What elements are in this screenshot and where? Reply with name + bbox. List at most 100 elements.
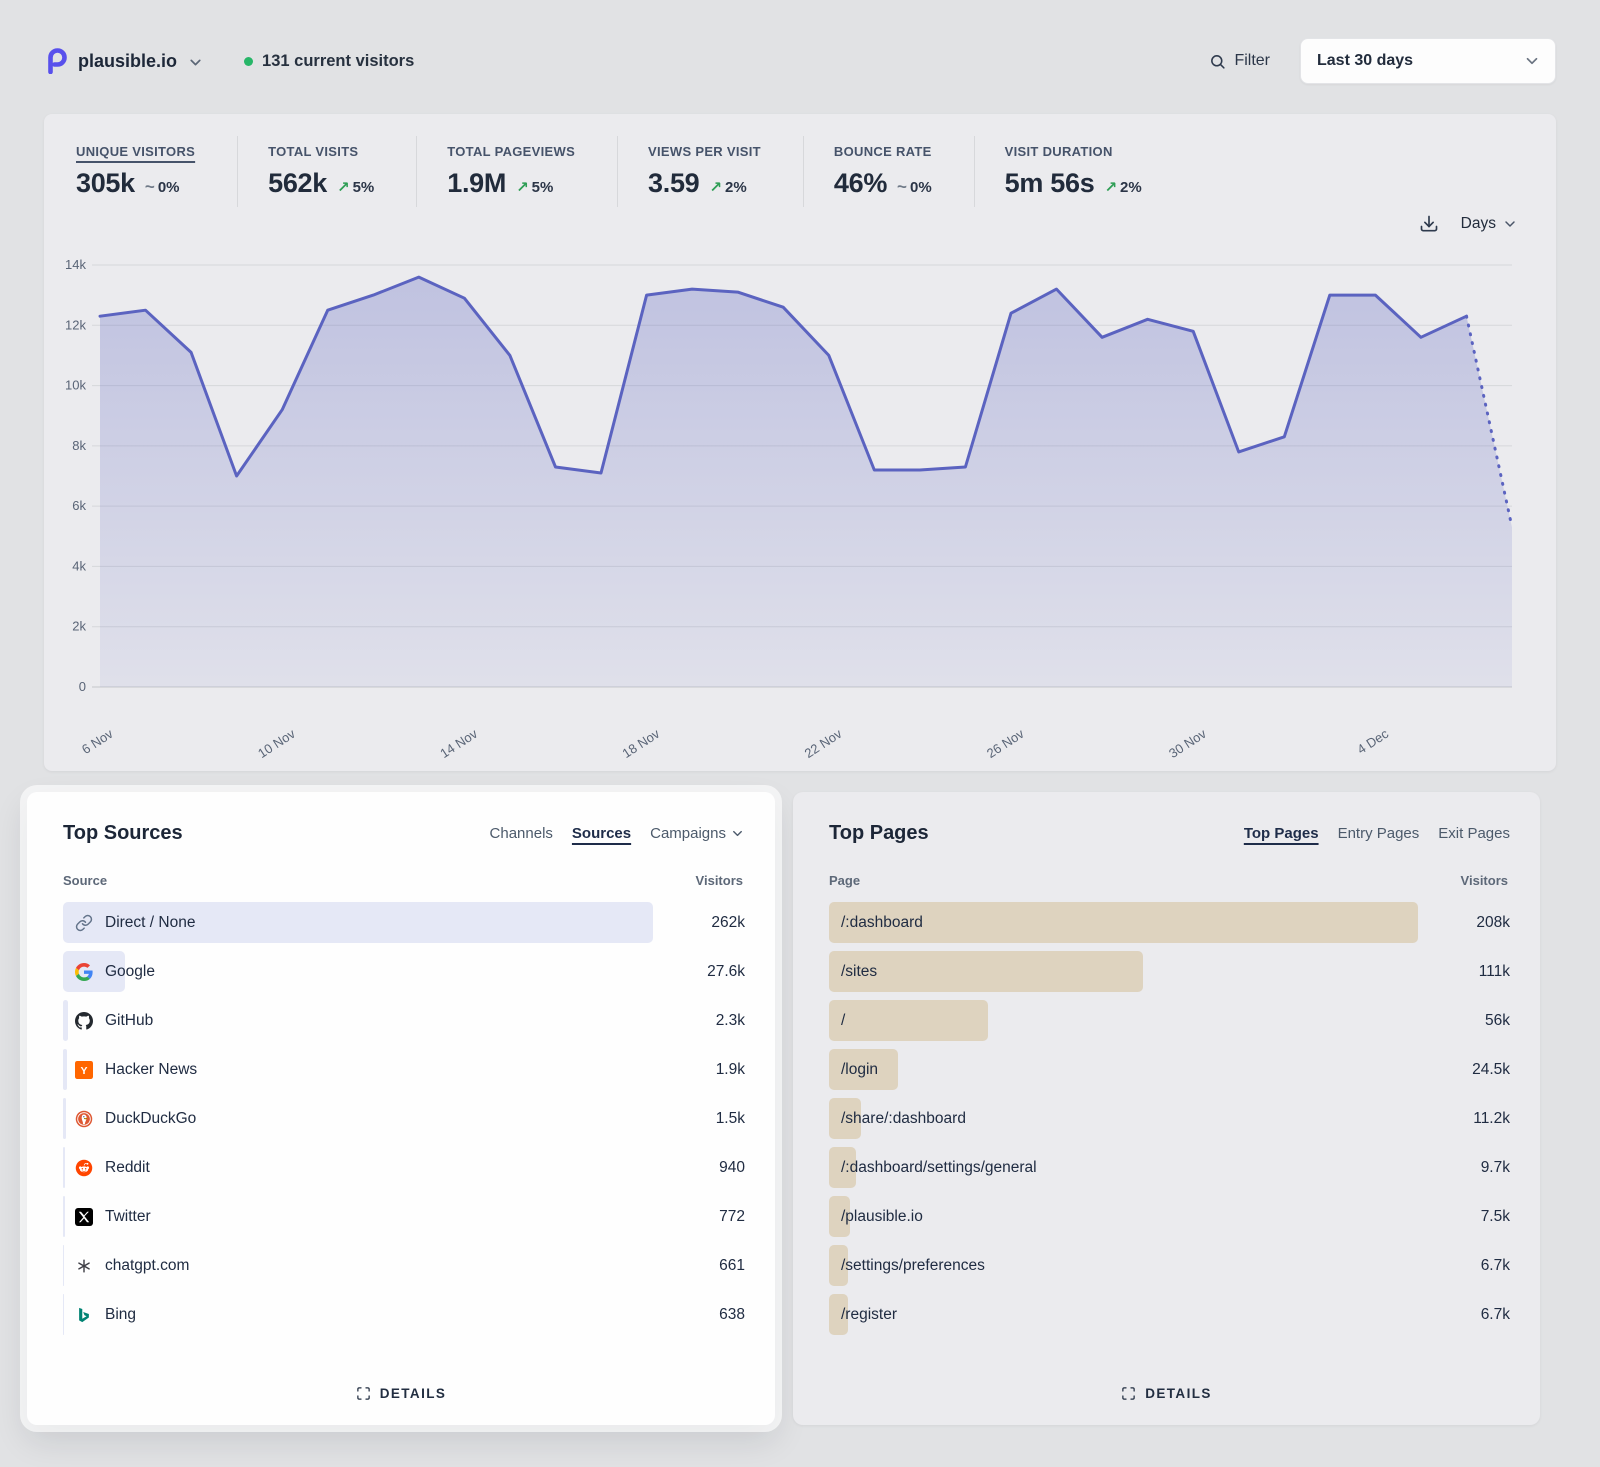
source-label: Reddit bbox=[105, 1159, 150, 1177]
sources-details-button[interactable]: DETAILS bbox=[342, 1378, 461, 1409]
stat-label: UNIQUE VISITORS bbox=[76, 144, 195, 159]
visitors-chart: 02k4k6k8k10k12k14k6 Nov10 Nov14 Nov18 No… bbox=[44, 250, 1556, 765]
svg-text:Y: Y bbox=[80, 1064, 87, 1076]
source-row[interactable]: Twitter772 bbox=[63, 1192, 745, 1241]
source-row[interactable]: Bing 638 bbox=[63, 1290, 745, 1339]
tab-channels[interactable]: Channels bbox=[490, 825, 553, 842]
pages-details-button[interactable]: DETAILS bbox=[1107, 1378, 1226, 1409]
page-row[interactable]: /login24.5k bbox=[829, 1045, 1510, 1094]
page-row[interactable]: /:dashboard/settings/general9.7k bbox=[829, 1143, 1510, 1192]
source-label: chatgpt.com bbox=[105, 1257, 189, 1275]
hackernews-icon: Y bbox=[75, 1061, 93, 1079]
stat-views-per-visit[interactable]: VIEWS PER VISIT3.59↗2% bbox=[617, 136, 803, 207]
stat-label: TOTAL VISITS bbox=[268, 144, 374, 159]
column-visitors: Visitors bbox=[1461, 873, 1508, 888]
source-row[interactable]: Direct / None262k bbox=[63, 898, 745, 947]
chatgpt-icon bbox=[75, 1257, 93, 1275]
row-visitors: 24.5k bbox=[1418, 1061, 1510, 1079]
row-visitors: 1.9k bbox=[653, 1061, 745, 1079]
sources-column-headers: Source Visitors bbox=[63, 873, 745, 888]
source-label: GitHub bbox=[105, 1012, 153, 1030]
source-row[interactable]: DuckDuckGo1.5k bbox=[63, 1094, 745, 1143]
filter-label: Filter bbox=[1234, 52, 1270, 70]
date-range-value: Last 30 days bbox=[1317, 52, 1413, 70]
pages-tabs: Top Pages Entry Pages Exit Pages bbox=[1244, 825, 1510, 842]
twitter-icon bbox=[75, 1208, 93, 1226]
stat-change: ↗2% bbox=[709, 178, 746, 196]
row-visitors: 56k bbox=[1418, 1012, 1510, 1030]
source-row[interactable]: chatgpt.com661 bbox=[63, 1241, 745, 1290]
stat-total-visits[interactable]: TOTAL VISITS562k↗5% bbox=[237, 136, 416, 207]
top-pages-title: Top Pages bbox=[829, 822, 929, 845]
page-row[interactable]: /56k bbox=[829, 996, 1510, 1045]
tab-campaigns[interactable]: Campaigns bbox=[650, 825, 745, 842]
source-row[interactable]: Reddit940 bbox=[63, 1143, 745, 1192]
stat-bounce-rate[interactable]: BOUNCE RATE46%~0% bbox=[803, 136, 974, 207]
bing-icon bbox=[75, 1306, 93, 1324]
row-visitors: 638 bbox=[653, 1306, 745, 1324]
page-label: /:dashboard bbox=[841, 914, 923, 932]
svg-text:10 Nov: 10 Nov bbox=[255, 726, 298, 761]
source-row[interactable]: YHacker News1.9k bbox=[63, 1045, 745, 1094]
svg-text:2k: 2k bbox=[72, 619, 86, 634]
page-row[interactable]: /plausible.io7.5k bbox=[829, 1192, 1510, 1241]
stat-unique-visitors[interactable]: UNIQUE VISITORS305k~0% bbox=[58, 136, 237, 207]
stat-label: VISIT DURATION bbox=[1005, 144, 1142, 159]
stat-change-value: 2% bbox=[1120, 179, 1142, 196]
page-row[interactable]: /register6.7k bbox=[829, 1290, 1510, 1339]
source-label: Google bbox=[105, 963, 155, 981]
reddit-icon bbox=[75, 1159, 93, 1177]
stat-label: BOUNCE RATE bbox=[834, 144, 932, 159]
stat-value: 5m 56s bbox=[1005, 168, 1095, 199]
row-visitors: 208k bbox=[1418, 914, 1510, 932]
source-label: Bing bbox=[105, 1306, 136, 1324]
arrow-up-right-icon: ↗ bbox=[516, 178, 529, 196]
stat-label: VIEWS PER VISIT bbox=[648, 144, 761, 159]
source-row[interactable]: Google27.6k bbox=[63, 947, 745, 996]
top-sources-card: Top Sources Channels Sources Campaigns S… bbox=[27, 792, 775, 1425]
stat-change-value: 0% bbox=[158, 179, 180, 196]
site-switcher[interactable]: plausible.io bbox=[44, 48, 204, 74]
svg-text:12k: 12k bbox=[65, 317, 86, 332]
current-visitors[interactable]: 131 current visitors bbox=[244, 52, 414, 71]
svg-text:10k: 10k bbox=[65, 378, 86, 393]
source-row[interactable]: GitHub2.3k bbox=[63, 996, 745, 1045]
pages-column-headers: Page Visitors bbox=[829, 873, 1510, 888]
page-row[interactable]: /share/:dashboard11.2k bbox=[829, 1094, 1510, 1143]
stat-change-value: 5% bbox=[532, 179, 554, 196]
stat-change: ↗5% bbox=[337, 178, 374, 196]
tab-sources[interactable]: Sources bbox=[572, 825, 631, 842]
tab-top-pages[interactable]: Top Pages bbox=[1244, 825, 1319, 842]
tilde-icon: ~ bbox=[897, 177, 907, 197]
stat-change-value: 0% bbox=[910, 179, 932, 196]
stat-change: ~0% bbox=[897, 177, 932, 197]
google-icon bbox=[75, 963, 93, 981]
search-icon bbox=[1209, 53, 1226, 70]
download-icon[interactable] bbox=[1419, 214, 1439, 234]
svg-text:22 Nov: 22 Nov bbox=[802, 726, 845, 761]
page-label: /register bbox=[841, 1306, 897, 1324]
stat-change: ↗5% bbox=[516, 178, 553, 196]
svg-text:8k: 8k bbox=[72, 438, 86, 453]
page-row[interactable]: /settings/preferences6.7k bbox=[829, 1241, 1510, 1290]
stat-total-pageviews[interactable]: TOTAL PAGEVIEWS1.9M↗5% bbox=[416, 136, 617, 207]
date-range-select[interactable]: Last 30 days bbox=[1300, 38, 1556, 84]
tab-entry-pages[interactable]: Entry Pages bbox=[1338, 825, 1420, 842]
page-row[interactable]: /:dashboard 208k bbox=[829, 898, 1510, 947]
stat-value: 305k bbox=[76, 168, 135, 199]
chart-controls: Days bbox=[1419, 214, 1518, 234]
plausible-logo-icon bbox=[44, 48, 68, 74]
page-label: /settings/preferences bbox=[841, 1257, 985, 1275]
page-row[interactable]: /sites111k bbox=[829, 947, 1510, 996]
details-label: DETAILS bbox=[380, 1386, 447, 1401]
expand-icon bbox=[1121, 1386, 1136, 1401]
filter-button[interactable]: Filter bbox=[1209, 52, 1270, 70]
tab-exit-pages[interactable]: Exit Pages bbox=[1438, 825, 1510, 842]
stat-visit-duration[interactable]: VISIT DURATION 5m 56s ↗2% bbox=[974, 136, 1184, 207]
interval-select[interactable]: Days bbox=[1461, 215, 1518, 233]
row-visitors: 111k bbox=[1418, 963, 1510, 981]
svg-text:4k: 4k bbox=[72, 558, 86, 573]
arrow-up-right-icon: ↗ bbox=[1104, 178, 1117, 196]
svg-text:14 Nov: 14 Nov bbox=[437, 726, 480, 761]
page-label: /plausible.io bbox=[841, 1208, 923, 1226]
